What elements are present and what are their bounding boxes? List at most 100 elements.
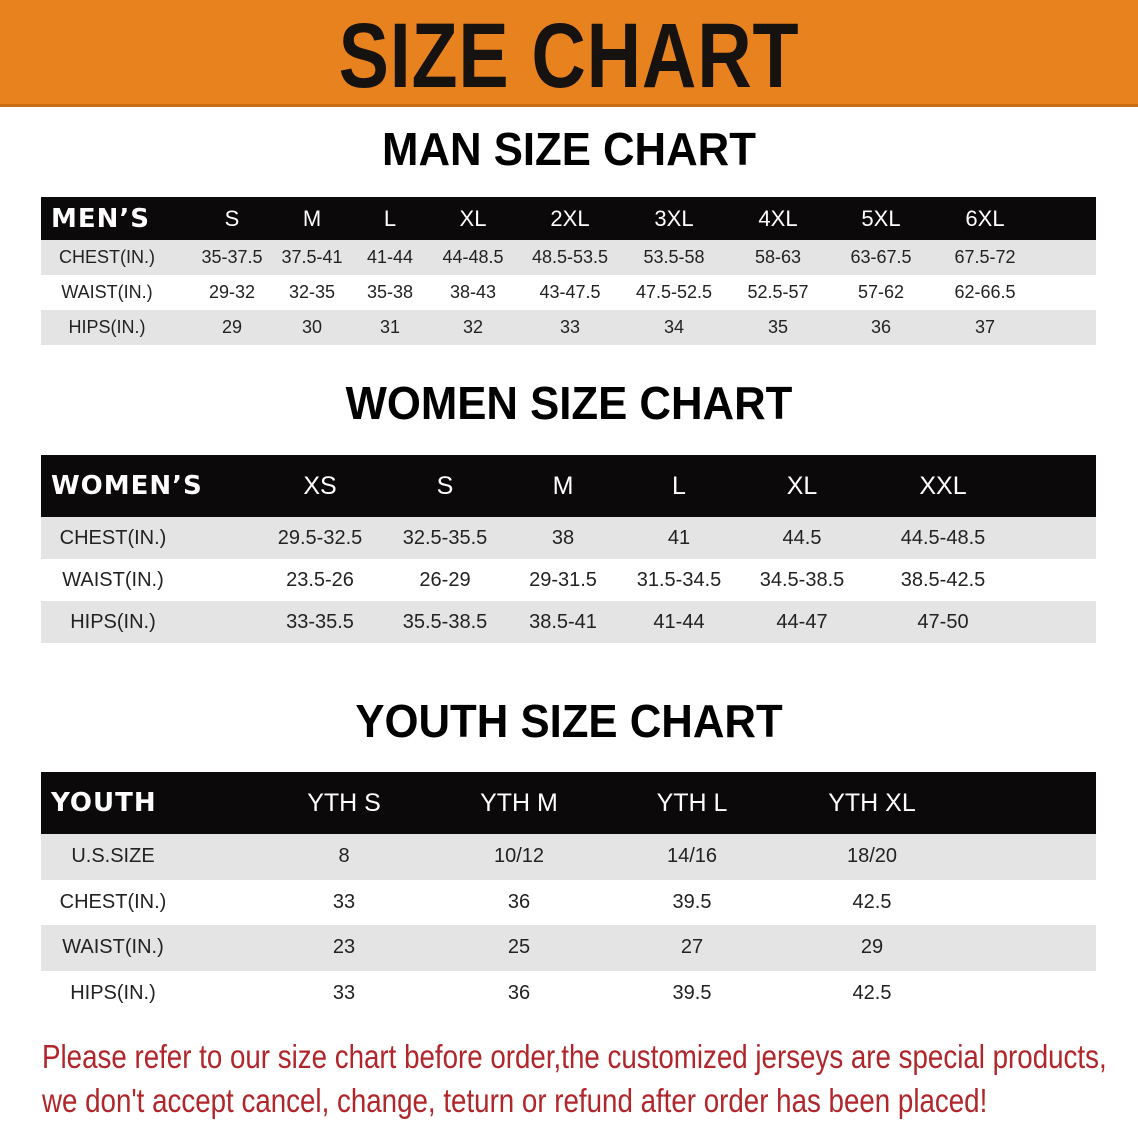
table-cell: 35.5-38.5: [402, 610, 488, 633]
table-cell: 47-50: [917, 610, 969, 633]
table-cell: 39.5: [672, 981, 712, 1004]
table-cell: 57-62: [857, 282, 905, 302]
table-cell: 44.5-48.5: [900, 526, 986, 549]
table-row: HIPS(IN.) 33-35.5 35.5-38.5 38.5-41 41-44 44-…: [41, 601, 1096, 643]
women-size-table: WOMEN’S XS S M L XL XXL CHEST(IN.) 29.5-32.5 32.5…: [41, 455, 1096, 643]
table-cell: 39.5: [672, 890, 712, 913]
table-cell: 29: [221, 317, 243, 337]
table-row: WAIST(IN.) 29-32 32-35 35-38 38-43 43-47.5 47.…: [41, 275, 1096, 310]
table-cell: 63-67.5: [850, 247, 912, 267]
table-cell: 29-31.5: [529, 568, 597, 591]
size-header-m: M: [302, 205, 322, 231]
table-cell: 34: [663, 317, 685, 337]
men-size-table: MEN’S S M L XL 2XL 3XL 4XL 5XL 6XL CHEST(IN.) 35-37…: [41, 197, 1096, 345]
women-header-label: WOMEN’S: [51, 471, 203, 501]
table-cell: 32: [462, 317, 484, 337]
table-cell: 62-66.5: [954, 282, 1016, 302]
table-cell: 48.5-53.5: [531, 247, 609, 267]
table-cell: 33-35.5: [286, 610, 354, 633]
table-cell: 31.5-34.5: [636, 568, 722, 591]
table-cell: 36: [870, 317, 892, 337]
row-label: WAIST(IN.): [62, 936, 164, 959]
youth-header-label: YOUTH: [51, 788, 157, 818]
table-cell: 58-63: [754, 247, 802, 267]
table-cell: 34.5-38.5: [759, 568, 845, 591]
row-label: HIPS(IN.): [70, 981, 156, 1004]
table-cell: 41-44: [366, 247, 414, 267]
row-label: HIPS(IN.): [68, 317, 146, 337]
table-cell: 32.5-35.5: [402, 526, 488, 549]
table-cell: 29.5-32.5: [277, 526, 363, 549]
youth-size-table: YOUTH YTH S YTH M YTH L YTH XL U.S.SIZE 8 10/12…: [41, 772, 1096, 1016]
row-label: CHEST(IN.): [59, 247, 155, 267]
banner-title: SIZE CHART: [338, 5, 800, 107]
table-row: WAIST(IN.) 23 25 27 29: [41, 925, 1096, 971]
table-cell: 47.5-52.5: [635, 282, 713, 302]
men-header-label: MEN’S: [51, 203, 150, 234]
table-cell: 14/16: [666, 845, 718, 868]
table-row: WAIST(IN.) 23.5-26 26-29 29-31.5 31.5-34.5 34…: [41, 559, 1096, 601]
size-header-xs: XS: [303, 471, 337, 500]
table-cell: 27: [680, 936, 704, 959]
notice-line-1: Please refer to our size chart before or…: [42, 1038, 1107, 1075]
table-cell: 23.5-26: [286, 568, 354, 591]
size-header-l: L: [383, 205, 397, 231]
size-header-yth-m: YTH M: [480, 788, 558, 817]
table-cell: 35-37.5: [201, 247, 263, 267]
table-row: CHEST(IN.) 29.5-32.5 32.5-35.5 38 41 44.5 44.5…: [41, 517, 1096, 559]
row-label: WAIST(IN.): [62, 568, 164, 591]
table-cell: 42.5: [852, 890, 892, 913]
table-cell: 29-32: [208, 282, 256, 302]
women-header-row: WOMEN’S XS S M L XL XXL: [41, 455, 1096, 517]
table-cell: 38.5-41: [529, 610, 597, 633]
table-cell: 37.5-41: [281, 247, 343, 267]
table-row: CHEST(IN.) 35-37.5 37.5-41 41-44 44-48.5 48.5…: [41, 240, 1096, 275]
size-header-xxl: XXL: [919, 471, 967, 500]
size-header-5xl: 5XL: [861, 205, 901, 231]
table-cell: 36: [507, 981, 531, 1004]
women-section-title: WOMEN SIZE CHART: [345, 377, 793, 429]
men-header-row: MEN’S S M L XL 2XL 3XL 4XL 5XL 6XL: [41, 197, 1096, 240]
table-cell: 25: [507, 936, 531, 959]
youth-section-title: YOUTH SIZE CHART: [355, 695, 783, 747]
size-header-4xl: 4XL: [758, 205, 798, 231]
table-row: CHEST(IN.) 33 36 39.5 42.5: [41, 880, 1096, 926]
row-label: CHEST(IN.): [59, 526, 167, 549]
table-cell: 52.5-57: [747, 282, 809, 302]
size-header-yth-s: YTH S: [307, 788, 381, 817]
table-cell: 53.5-58: [643, 247, 705, 267]
table-cell: 33: [332, 981, 356, 1004]
size-header-6xl: 6XL: [965, 205, 1005, 231]
table-cell: 10/12: [493, 845, 545, 868]
table-cell: 30: [301, 317, 323, 337]
table-cell: 67.5-72: [954, 247, 1016, 267]
size-header-yth-l: YTH L: [656, 788, 728, 817]
table-cell: 31: [379, 317, 401, 337]
table-cell: 43-47.5: [539, 282, 601, 302]
size-header-s: S: [436, 471, 454, 500]
row-label: HIPS(IN.): [70, 610, 156, 633]
table-cell: 38: [551, 526, 575, 549]
size-header-xl: XL: [459, 205, 487, 231]
notice-line-2: we don't accept cancel, change, teturn o…: [42, 1082, 988, 1119]
size-header-yth-xl: YTH XL: [828, 788, 916, 817]
table-row: HIPS(IN.) 33 36 39.5 42.5: [41, 971, 1096, 1017]
row-label: U.S.SIZE: [71, 845, 155, 868]
table-cell: 32-35: [288, 282, 336, 302]
table-cell: 44-48.5: [442, 247, 504, 267]
row-label: WAIST(IN.): [61, 282, 153, 302]
table-cell: 18/20: [846, 845, 898, 868]
size-header-s: S: [224, 205, 240, 231]
table-cell: 26-29: [419, 568, 471, 591]
table-row: HIPS(IN.) 29 30 31 32 33 34 35 36 37: [41, 310, 1096, 345]
table-cell: 38-43: [449, 282, 497, 302]
table-cell: 35: [767, 317, 789, 337]
table-cell: 29: [860, 936, 884, 959]
men-section-title: MAN SIZE CHART: [382, 123, 756, 175]
table-cell: 33: [559, 317, 581, 337]
table-cell: 42.5: [852, 981, 892, 1004]
youth-header-row: YOUTH YTH S YTH M YTH L YTH XL: [41, 772, 1096, 834]
table-cell: 41: [667, 526, 691, 549]
table-cell: 41-44: [653, 610, 705, 633]
table-cell: 23: [332, 936, 356, 959]
